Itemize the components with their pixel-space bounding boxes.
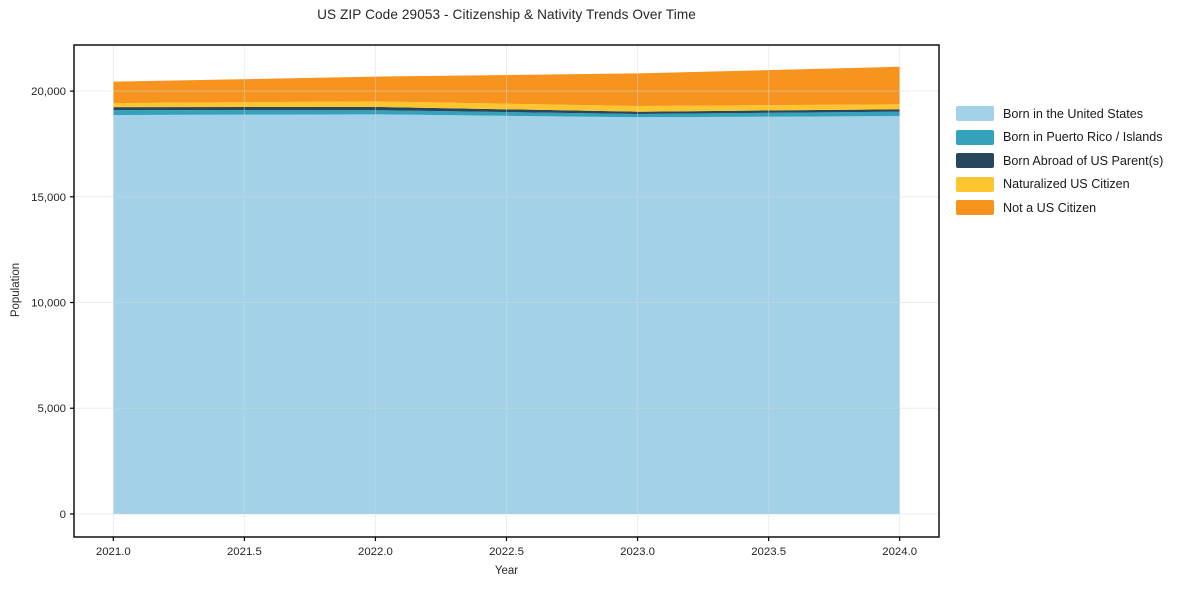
x-tick-label: 2023.5 (751, 546, 786, 558)
legend-label: Not a US Citizen (1003, 200, 1097, 215)
legend-item: Born in the United States (956, 106, 1163, 121)
x-tick-label: 2021.5 (227, 546, 262, 558)
legend-swatch-icon (956, 200, 994, 215)
x-tick-label: 2022.5 (489, 546, 524, 558)
legend-item: Born Abroad of US Parent(s) (956, 153, 1163, 168)
legend-swatch-icon (956, 153, 994, 168)
area-series (113, 114, 900, 514)
y-tick-label: 15,000 (31, 192, 66, 204)
legend-swatch-icon (956, 129, 994, 145)
legend-label: Born in the United States (1003, 106, 1144, 121)
legend-swatch-icon (956, 176, 994, 192)
y-tick-label: 0 (60, 509, 66, 521)
legend-item: Not a US Citizen (956, 200, 1163, 215)
chart-title: US ZIP Code 29053 - Citizenship & Nativi… (317, 7, 696, 22)
y-tick-label: 10,000 (31, 298, 66, 310)
legend-swatch-icon (956, 106, 994, 121)
legend-label: Naturalized US Citizen (1003, 177, 1130, 191)
area-series (113, 101, 900, 112)
legend-label: Born Abroad of US Parent(s) (1003, 153, 1164, 168)
x-axis-label: Year (494, 565, 519, 577)
x-tick-label: 2022.0 (358, 546, 393, 558)
x-tick-label: 2024.0 (882, 546, 917, 558)
legend-item: Born in Puerto Rico / Islands (956, 129, 1163, 145)
legend-item: Naturalized US Citizen (956, 176, 1163, 192)
area-series (113, 66, 900, 106)
area-series (113, 106, 900, 115)
y-tick-label: 20,000 (31, 86, 66, 98)
x-tick-label: 2021.0 (96, 546, 131, 558)
legend-label: Born in Puerto Rico / Islands (1003, 130, 1163, 144)
area-series (113, 110, 900, 118)
legend: Born in the United States Born in Puerto … (956, 106, 1163, 215)
y-tick-label: 5,000 (37, 403, 66, 415)
x-tick-label: 2023.0 (620, 546, 655, 558)
